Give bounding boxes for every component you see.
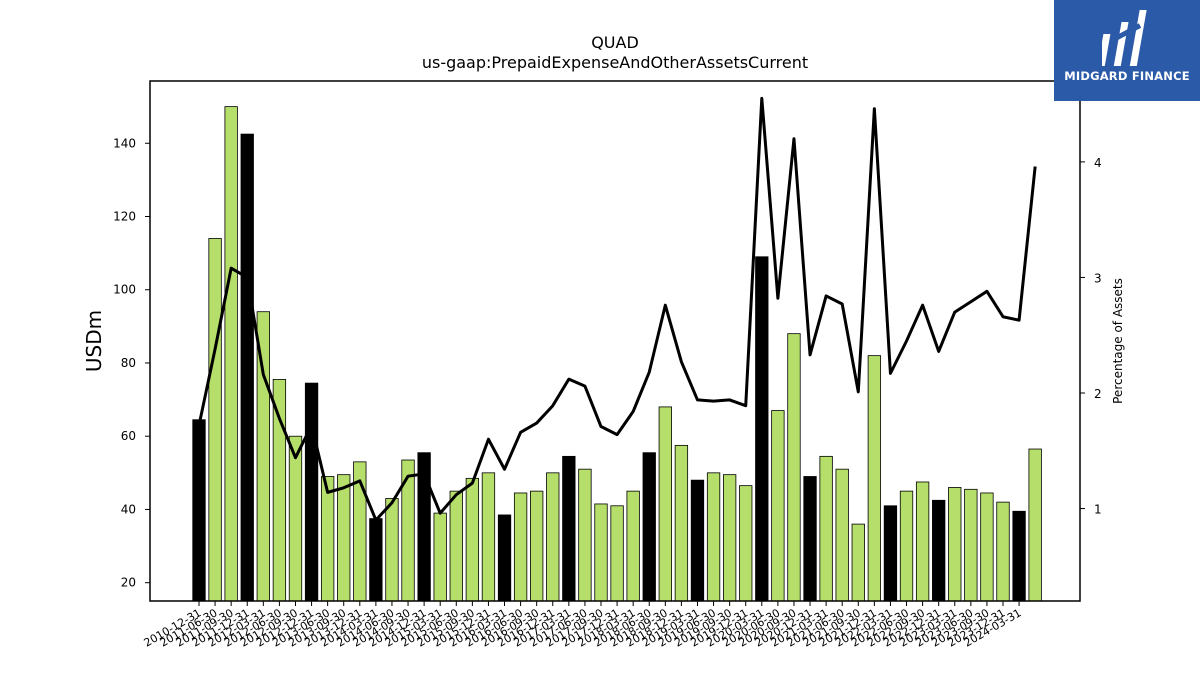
plot-frame [149, 80, 1081, 602]
percentage-line [197, 96, 1037, 522]
bar [755, 256, 769, 602]
bar [706, 472, 721, 602]
bar [803, 476, 817, 602]
bar [497, 514, 512, 602]
y2-tick-label: 2 [1094, 387, 1102, 401]
bar [369, 518, 383, 602]
bar [932, 499, 946, 602]
line-group [197, 96, 1037, 522]
y-tick-label: 80 [121, 356, 136, 370]
bar [658, 406, 672, 602]
bar [530, 490, 544, 602]
bar [594, 503, 608, 602]
bar [320, 476, 335, 602]
bar [465, 477, 480, 602]
bar [562, 455, 576, 602]
logo-mark-icon [1102, 10, 1147, 66]
bar [819, 455, 833, 602]
y-tick-label: 100 [113, 283, 136, 297]
y2-tick-label: 1 [1094, 503, 1102, 517]
bar [948, 487, 962, 602]
bar [240, 133, 254, 602]
bar [867, 355, 882, 602]
y-tick-label: 60 [121, 429, 136, 443]
logo-text: MIDGARD FINANCE [1064, 69, 1190, 83]
y-tick-label: 20 [121, 576, 136, 590]
bar [642, 452, 656, 602]
brand-logo: MIDGARD FINANCE [1054, 0, 1200, 101]
y-tick-label: 40 [121, 502, 136, 516]
y-axis-label: USDm [82, 310, 106, 372]
axes-group: 2040608010012014012342010-12-312011-06-3… [113, 80, 1102, 650]
y2-axis-label: Percentage of Assets [1111, 278, 1125, 404]
bar [304, 382, 319, 602]
y-tick-label: 120 [113, 209, 136, 223]
bar [224, 106, 238, 602]
bar [722, 474, 737, 602]
bar [787, 333, 801, 602]
y-tick-label: 140 [113, 136, 136, 150]
bar [996, 501, 1010, 602]
bar [674, 444, 689, 602]
bar [337, 474, 351, 602]
bar [513, 492, 528, 602]
bar [626, 490, 640, 602]
bar [610, 505, 624, 602]
bar [449, 490, 463, 602]
bars-group [192, 106, 1042, 602]
bar [192, 419, 206, 602]
bar [771, 410, 785, 602]
bar [883, 505, 898, 602]
bar [964, 488, 978, 602]
bar [835, 468, 849, 602]
bar [1028, 448, 1042, 602]
bar [851, 523, 865, 602]
bar [272, 379, 287, 602]
bar [208, 238, 222, 602]
chart-subtitle: us-gaap:PrepaidExpenseAndOtherAssetsCurr… [422, 53, 808, 72]
bar [433, 512, 447, 602]
bar [915, 481, 930, 602]
bar [385, 498, 399, 602]
bar [481, 472, 496, 602]
bar [288, 435, 303, 602]
chart-title: QUAD [591, 33, 639, 52]
bar [546, 472, 560, 602]
y2-tick-label: 3 [1094, 271, 1102, 285]
bar [1012, 510, 1026, 602]
bar [899, 490, 914, 602]
bar [690, 479, 705, 602]
y2-tick-label: 4 [1094, 156, 1102, 170]
bar [578, 468, 592, 602]
bar [739, 485, 753, 602]
bar [980, 492, 994, 602]
